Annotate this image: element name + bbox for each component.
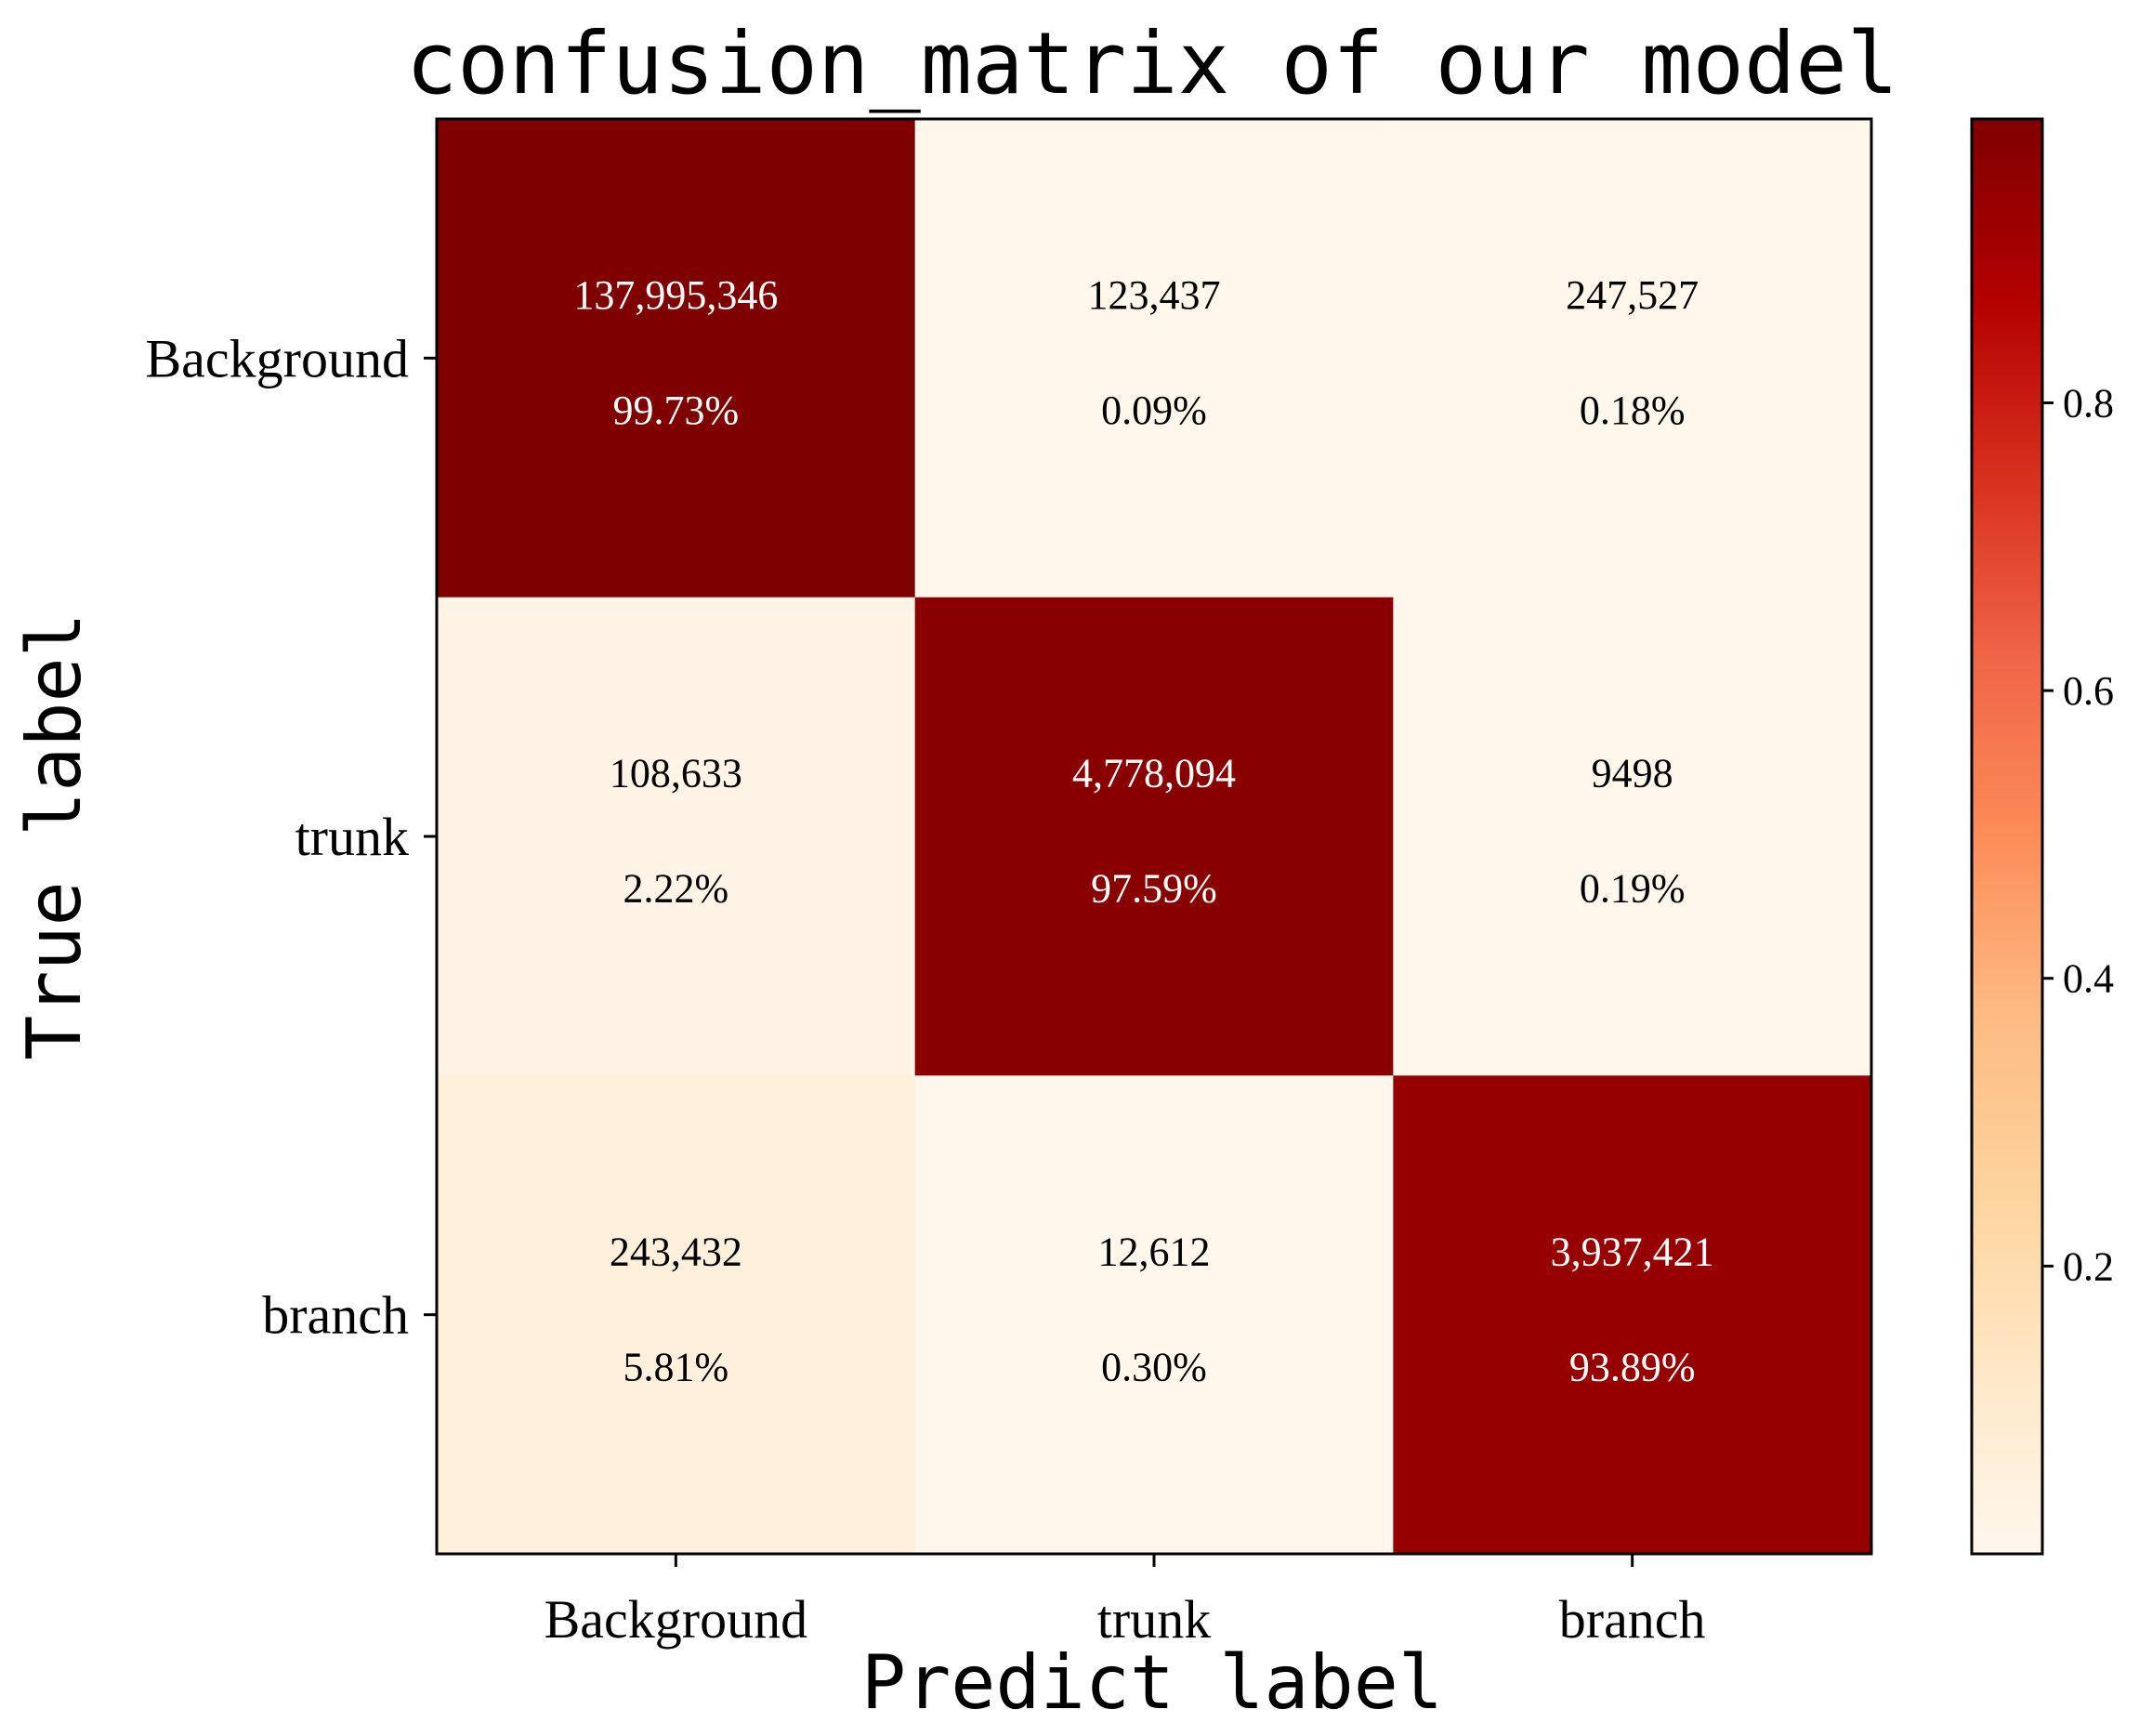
- cell-percent-label: 2.22%: [623, 866, 729, 912]
- heatmap-cell: [437, 119, 916, 598]
- chart-title: confusion_matrix of our model: [406, 14, 1898, 113]
- cell-percent-label: 0.18%: [1580, 388, 1686, 433]
- cell-count-label: 12,612: [1098, 1229, 1211, 1274]
- cell-percent-label: 99.73%: [613, 388, 740, 433]
- x-tick-label: branch: [1559, 1589, 1706, 1650]
- y-tick-label: branch: [262, 1285, 409, 1346]
- x-axis-ticks: Background trunk branch: [545, 1554, 1706, 1650]
- y-tick-label: trunk: [295, 807, 409, 867]
- cell-count-label: 243,432: [610, 1229, 742, 1274]
- heatmap-cell: [437, 1075, 916, 1555]
- cell-percent-label: 5.81%: [623, 1344, 729, 1389]
- cell-count-label: 123,437: [1088, 272, 1221, 318]
- cell-count-label: 137,995,346: [573, 272, 778, 318]
- y-axis-label: True label: [11, 612, 98, 1060]
- y-tick-label: Background: [146, 328, 410, 388]
- cell-percent-label: 0.09%: [1101, 388, 1207, 433]
- heatmap-cell: [914, 1075, 1394, 1555]
- x-tick-label: Background: [545, 1589, 808, 1650]
- heatmap-cell: [1393, 1075, 1872, 1555]
- x-tick-label: trunk: [1097, 1589, 1211, 1650]
- colorbar-tick-label: 0.2: [2063, 1243, 2114, 1289]
- colorbar-ticks: 0.2 0.4 0.6 0.8: [2042, 380, 2114, 1289]
- heatmap-cells: 137,995,346 99.73% 123,437 0.09% 247,527 0.18…: [437, 119, 1872, 1555]
- colorbar: 0.2 0.4 0.6 0.8: [1970, 117, 2114, 1556]
- cell-percent-label: 93.89%: [1569, 1344, 1696, 1389]
- cell-percent-label: 0.19%: [1580, 866, 1686, 912]
- colorbar-tick-label: 0.6: [2063, 668, 2114, 714]
- cell-percent-label: 0.30%: [1101, 1344, 1207, 1389]
- cell-count-label: 108,633: [610, 751, 742, 796]
- heatmap-cell: [914, 597, 1394, 1076]
- colorbar-tick-label: 0.4: [2063, 956, 2114, 1002]
- cell-count-label: 3,937,421: [1551, 1229, 1714, 1274]
- heatmap-cell: [437, 597, 916, 1076]
- cell-count-label: 4,778,094: [1072, 751, 1236, 796]
- heatmap-cell: [1393, 119, 1872, 598]
- cell-count-label: 247,527: [1566, 272, 1699, 318]
- cell-count-label: 9498: [1592, 751, 1673, 796]
- colorbar-gradient: [1970, 117, 2044, 1556]
- heatmap-cell: [1393, 597, 1872, 1076]
- colorbar-tick-label: 0.8: [2063, 380, 2114, 426]
- x-axis-label: Predict label: [861, 1639, 1443, 1726]
- y-axis-ticks: Background trunk branch: [146, 328, 437, 1346]
- heatmap-cell: [914, 119, 1394, 598]
- cell-percent-label: 97.59%: [1091, 866, 1217, 912]
